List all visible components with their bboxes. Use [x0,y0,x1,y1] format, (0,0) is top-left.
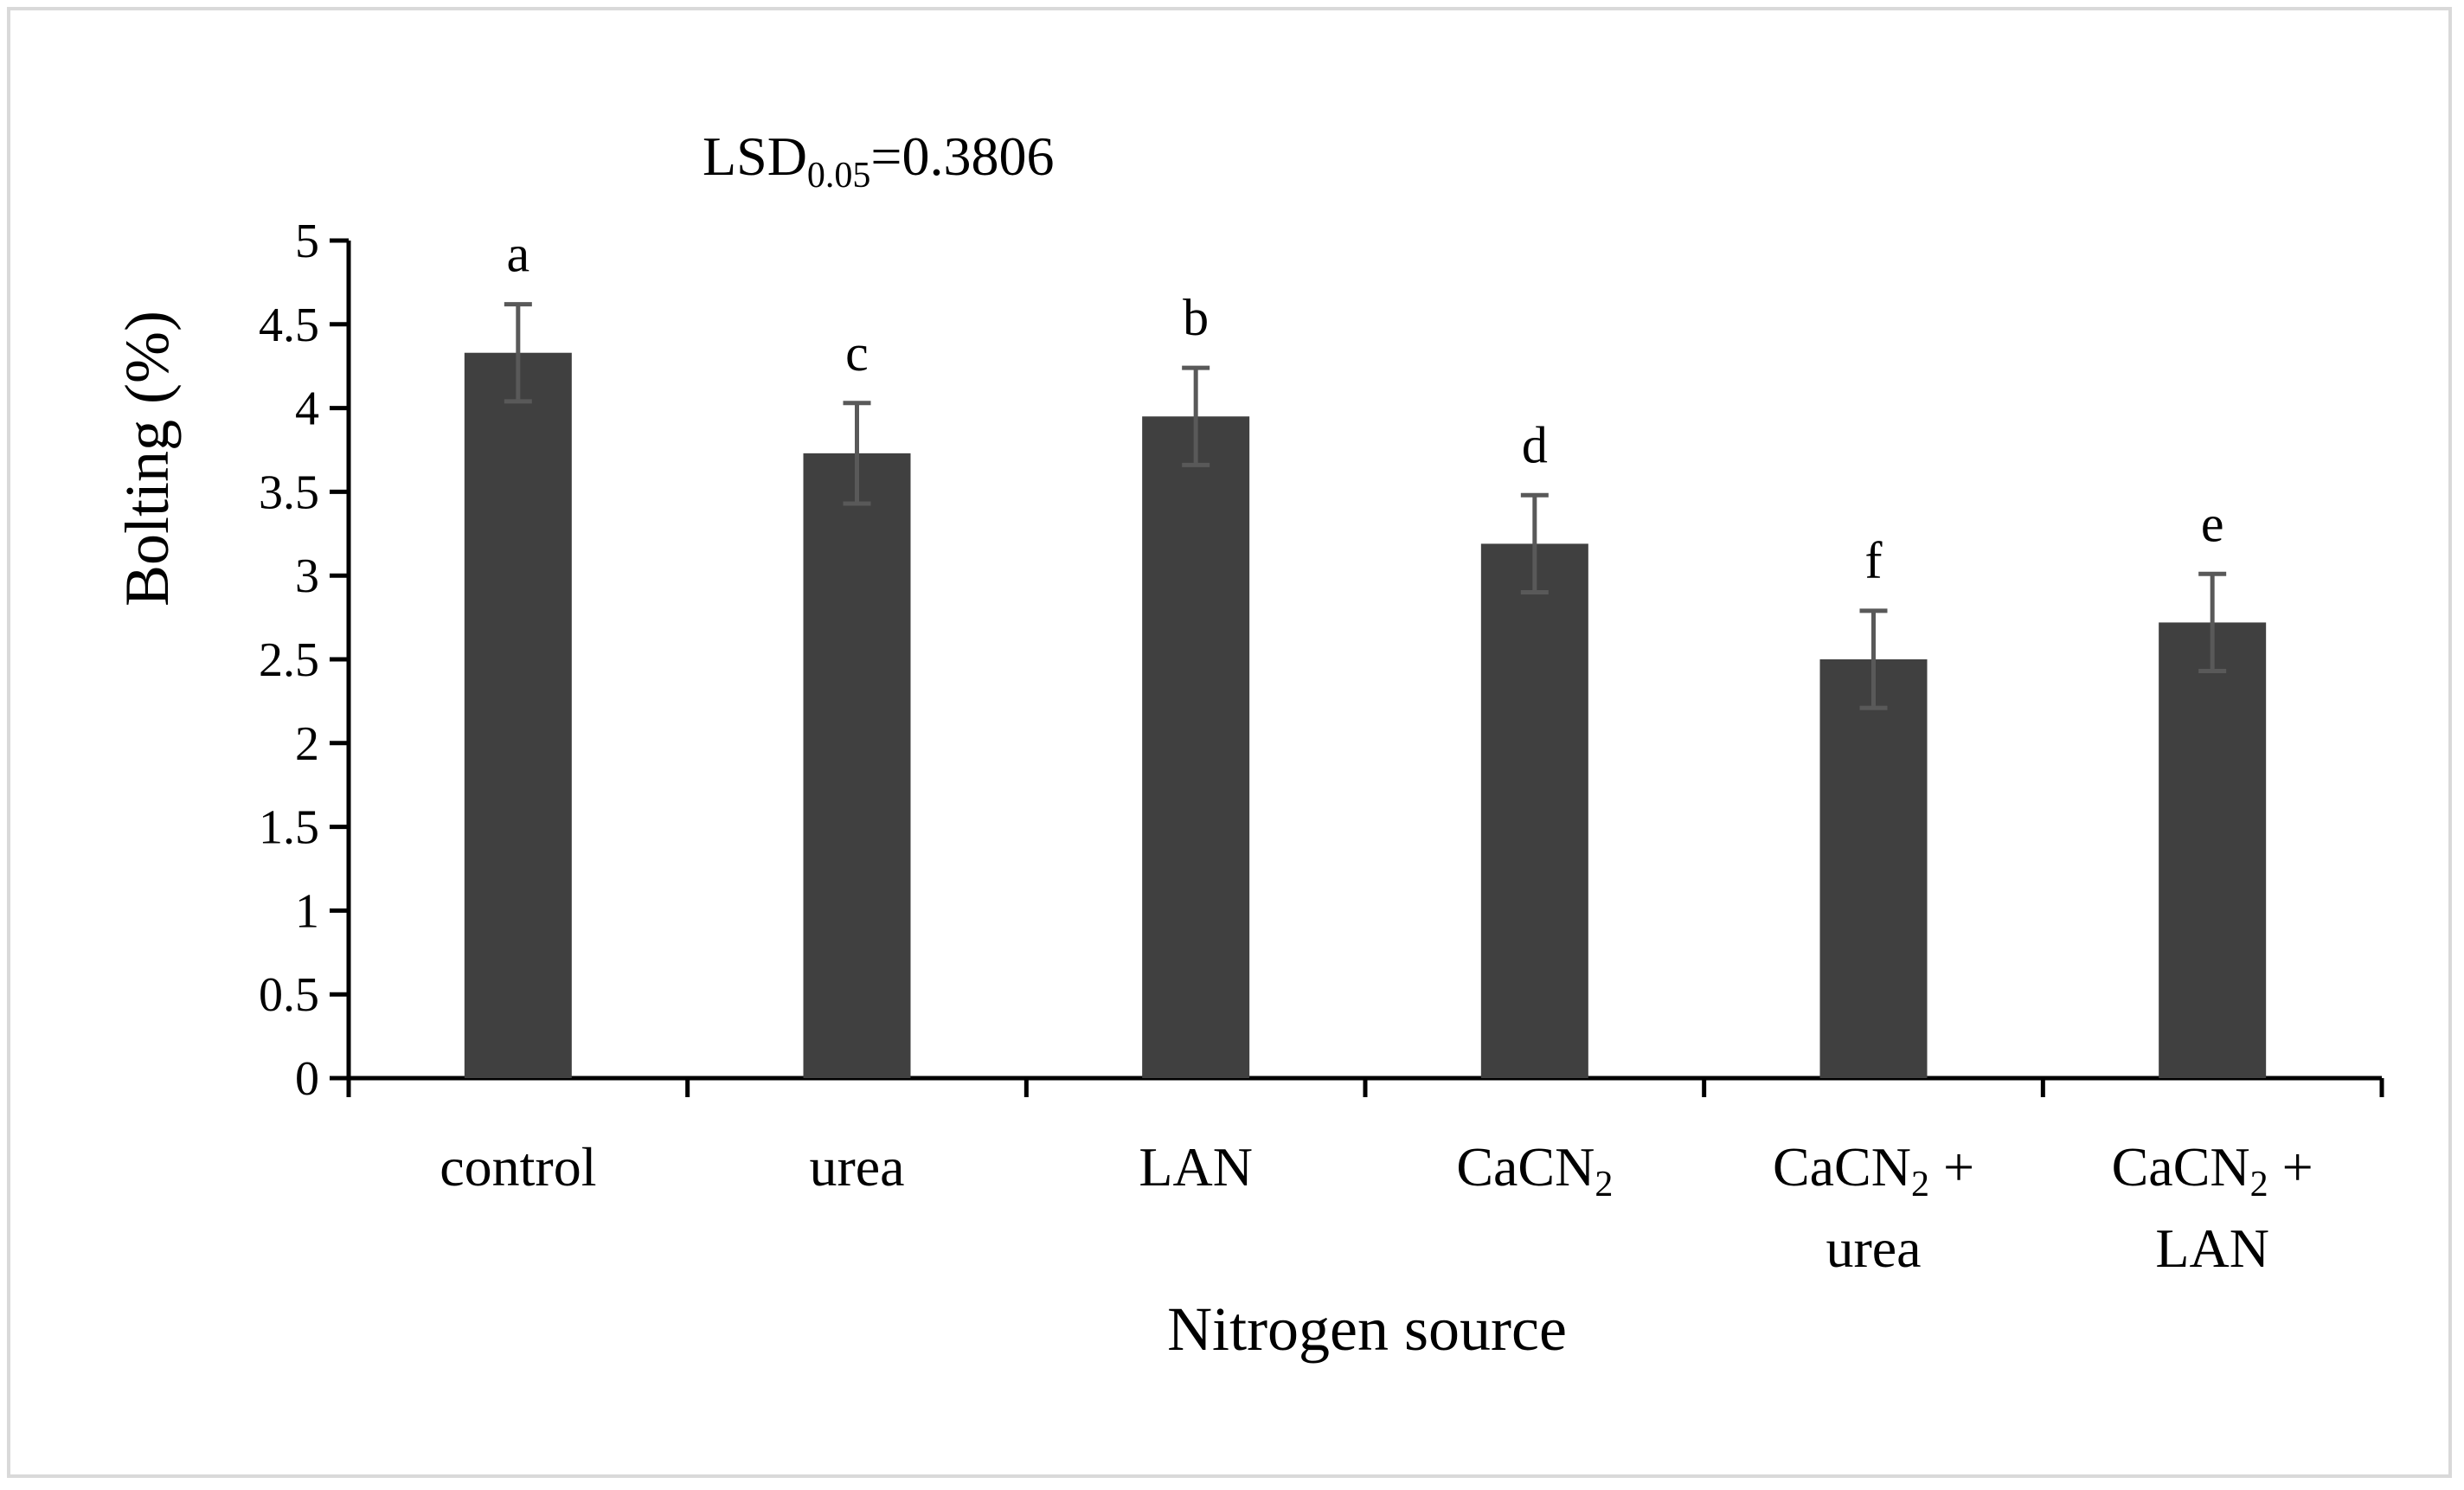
y-tick-label: 1 [295,884,319,938]
bar [1142,416,1250,1078]
x-category-label: CaCN2 + [1773,1136,1974,1204]
bar [464,352,572,1078]
x-category-label: urea [809,1136,904,1198]
y-tick-label: 5 [295,215,319,268]
x-category-label: CaCN2 [1456,1136,1613,1204]
significance-letter: c [845,324,869,382]
significance-letter: e [2201,495,2224,552]
y-tick-label: 4.5 [259,299,319,352]
y-tick-label: 2 [295,717,319,771]
bar [1819,659,1928,1078]
y-tick-label: 1.5 [259,801,319,855]
significance-letter: a [507,226,530,283]
x-category-label: LAN [1139,1136,1253,1198]
y-tick-label: 2.5 [259,633,319,687]
y-tick-label: 3.5 [259,466,319,519]
x-category-label: urea [1826,1217,1921,1279]
significance-letter: f [1865,532,1883,589]
x-axis-title: Nitrogen source [1167,1294,1567,1364]
figure-frame: LSD0.05=0.3806 0 0.5 1 1.5 2 2.5 3 3.5 4 4.5 5 a co… [7,7,2452,1478]
bar [2159,622,2267,1078]
x-category-label: LAN [2155,1217,2269,1279]
y-tick-label: 4 [295,382,319,436]
y-axis-title: Bolting (%) [112,311,182,607]
bar [1480,543,1588,1078]
x-category-label: CaCN2 + [2112,1136,2313,1204]
bar [803,453,911,1078]
lsd-annotation: LSD0.05=0.3806 [703,125,1055,196]
x-category-label: control [440,1136,596,1198]
bar-chart: LSD0.05=0.3806 0 0.5 1 1.5 2 2.5 3 3.5 4 4.5 5 a co… [112,125,2384,1364]
significance-letter: d [1522,416,1548,473]
y-tick-label: 0 [295,1052,319,1106]
y-tick-label: 3 [295,549,319,603]
y-tick-label: 0.5 [259,968,319,1022]
significance-letter: b [1183,289,1209,346]
